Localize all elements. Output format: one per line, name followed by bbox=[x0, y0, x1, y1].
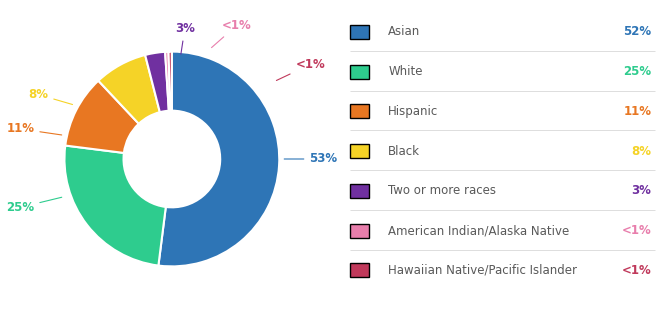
Text: <1%: <1% bbox=[276, 58, 325, 80]
Wedge shape bbox=[159, 52, 279, 266]
FancyBboxPatch shape bbox=[350, 104, 369, 118]
Text: Asian: Asian bbox=[388, 25, 420, 38]
Wedge shape bbox=[165, 52, 171, 111]
Text: 3%: 3% bbox=[175, 23, 195, 54]
Text: 25%: 25% bbox=[623, 65, 652, 78]
Text: 11%: 11% bbox=[623, 105, 652, 118]
Text: 3%: 3% bbox=[632, 184, 652, 197]
Text: <1%: <1% bbox=[622, 224, 652, 237]
Text: 8%: 8% bbox=[631, 145, 652, 157]
Text: 52%: 52% bbox=[623, 25, 652, 38]
FancyBboxPatch shape bbox=[350, 25, 369, 39]
Text: American Indian/Alaska Native: American Indian/Alaska Native bbox=[388, 224, 569, 237]
Text: 8%: 8% bbox=[28, 88, 73, 105]
FancyBboxPatch shape bbox=[350, 144, 369, 158]
Text: Two or more races: Two or more races bbox=[388, 184, 496, 197]
Text: Hispanic: Hispanic bbox=[388, 105, 438, 118]
Text: 53%: 53% bbox=[284, 153, 338, 165]
Wedge shape bbox=[145, 52, 169, 112]
Text: Hawaiian Native/Pacific Islander: Hawaiian Native/Pacific Islander bbox=[388, 264, 577, 277]
Text: White: White bbox=[388, 65, 422, 78]
Text: 25%: 25% bbox=[6, 197, 61, 214]
FancyBboxPatch shape bbox=[350, 263, 369, 277]
FancyBboxPatch shape bbox=[350, 184, 369, 198]
Wedge shape bbox=[65, 81, 139, 153]
Text: Black: Black bbox=[388, 145, 420, 157]
Wedge shape bbox=[169, 52, 172, 111]
Text: <1%: <1% bbox=[212, 19, 251, 48]
Wedge shape bbox=[98, 55, 160, 124]
FancyBboxPatch shape bbox=[350, 224, 369, 238]
Wedge shape bbox=[65, 146, 166, 266]
Text: 11%: 11% bbox=[7, 122, 61, 135]
Text: <1%: <1% bbox=[622, 264, 652, 277]
FancyBboxPatch shape bbox=[350, 65, 369, 79]
